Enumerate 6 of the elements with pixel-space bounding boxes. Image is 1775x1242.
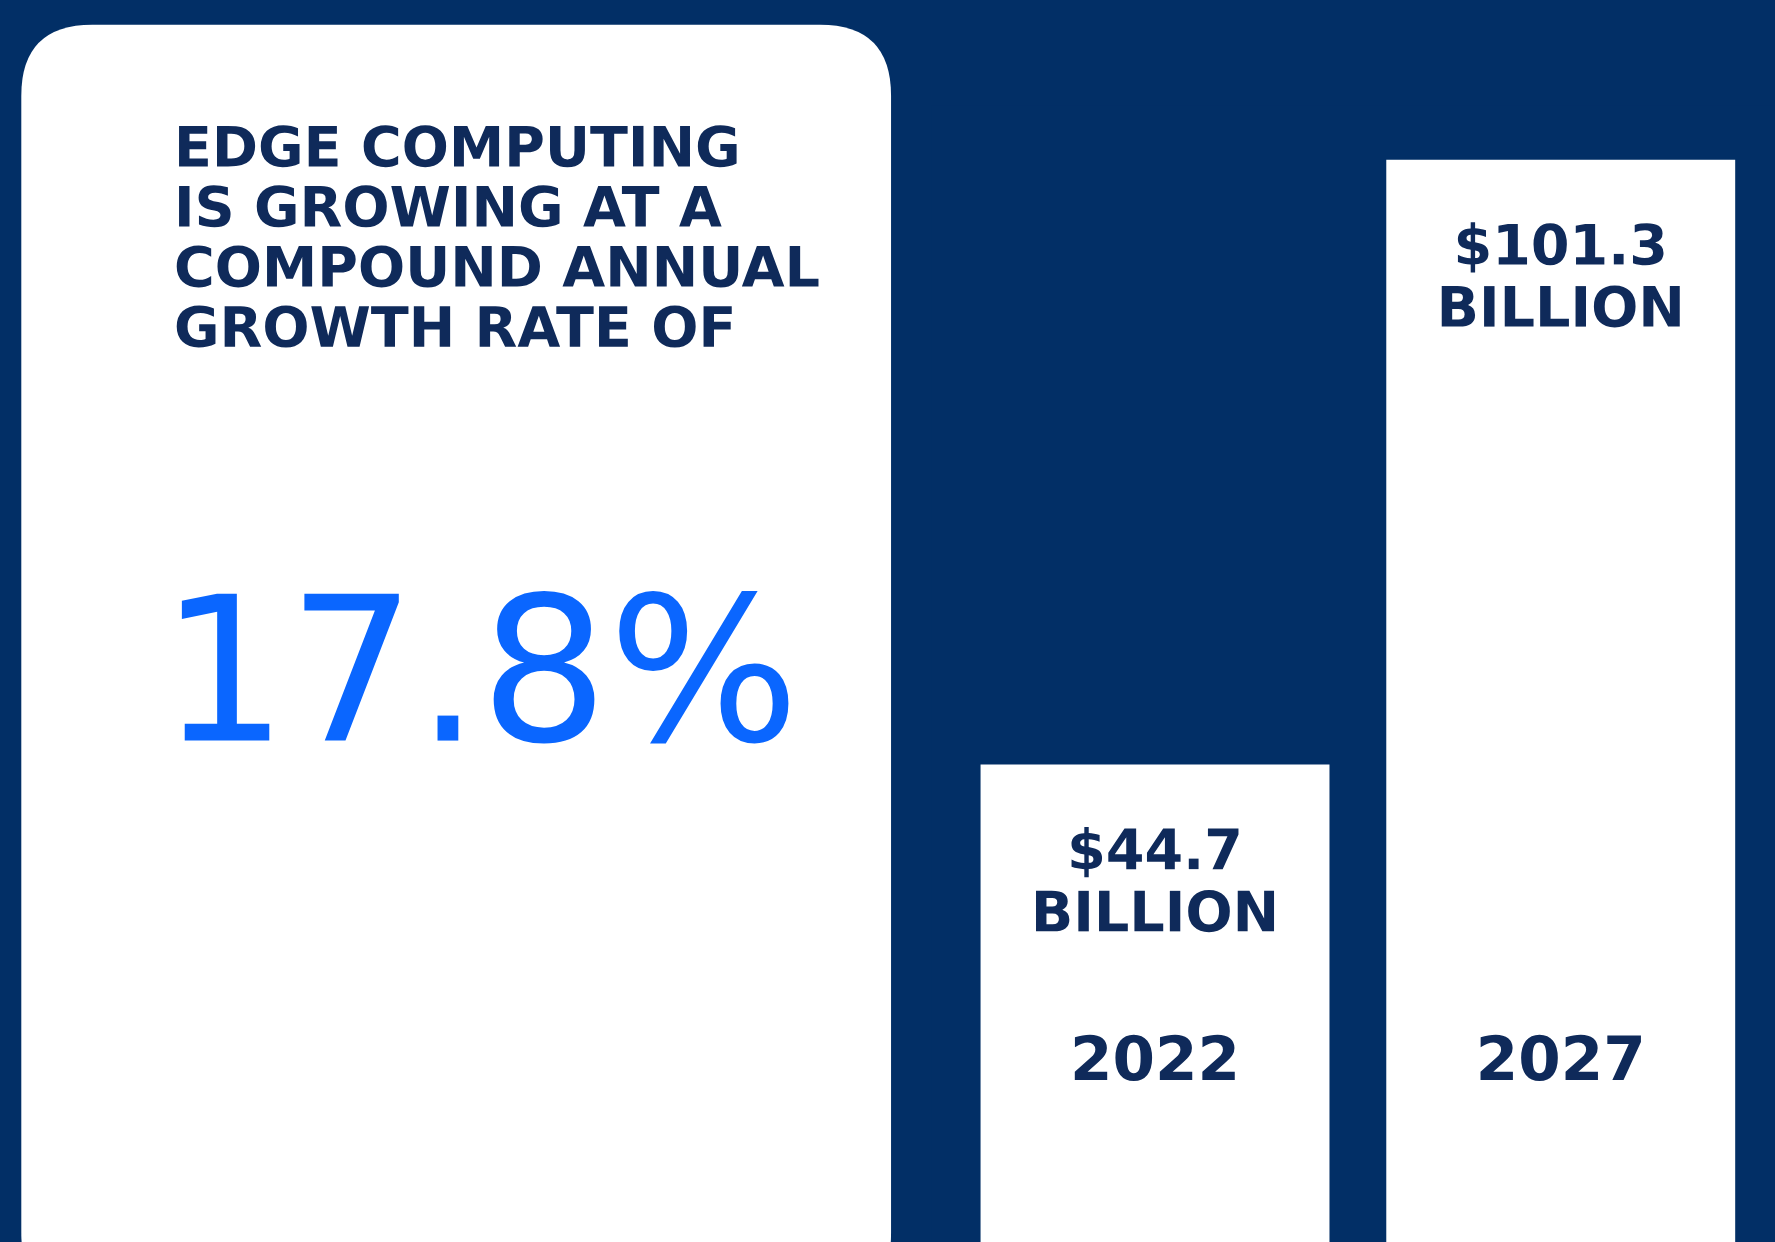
data-label: $44.7 BILLION — [1036, 826, 1275, 933]
x-tick-label: 2022 — [1074, 1034, 1235, 1081]
text: 17.8% — [181, 591, 789, 744]
data-label: $101.3 BILLION — [1441, 222, 1680, 328]
x-tick-label: 2027 — [1480, 1034, 1641, 1081]
text: EDGE COMPUTING IS GROWING AT A COMPOUND ANNUAL GROWTH RATE OF — [176, 125, 819, 348]
